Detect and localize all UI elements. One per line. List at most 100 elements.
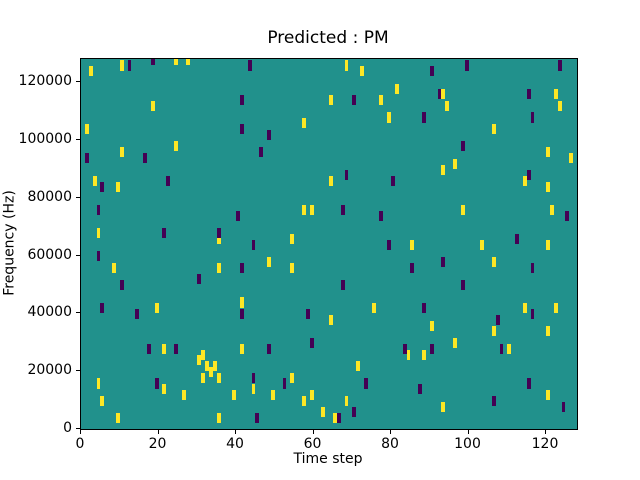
heatmap-cell-low — [429, 66, 434, 77]
heatmap-cell-high — [445, 100, 450, 112]
heatmap-cell-high — [394, 83, 399, 94]
heatmap-cell-high — [480, 239, 484, 250]
heatmap-cell-high — [290, 262, 295, 273]
heatmap-cell-low — [216, 228, 221, 239]
heatmap-cell-high — [162, 384, 167, 395]
heatmap-cell-low — [379, 210, 384, 221]
heatmap-cell-high — [301, 118, 306, 129]
heatmap-cell-high — [522, 303, 527, 314]
y-tick-label: 40000 — [27, 304, 72, 321]
heatmap-cell-low — [352, 95, 357, 106]
x-tick-label: 40 — [226, 436, 244, 452]
heatmap-cell-low — [526, 378, 531, 389]
heatmap-cell-low — [464, 60, 469, 71]
heatmap-cell-low — [309, 337, 314, 349]
heatmap-cell-high — [344, 60, 349, 71]
heatmap-cell-low — [259, 147, 264, 158]
heatmap-cell-low — [239, 124, 244, 135]
heatmap-cell-low — [146, 343, 151, 354]
heatmap-cell-high — [212, 361, 217, 372]
heatmap-cell-high — [309, 389, 314, 401]
heatmap-cell-low — [239, 95, 244, 106]
heatmap-cell-high — [270, 389, 275, 401]
y-tick-mark — [76, 196, 80, 198]
heatmap-cell-low — [387, 239, 391, 250]
heatmap-cell-low — [251, 239, 256, 250]
x-tick-mark — [235, 430, 236, 434]
heatmap-cell-low — [96, 251, 101, 262]
y-tick-mark — [76, 312, 80, 314]
heatmap-cell-high — [321, 407, 326, 418]
heatmap-cell-high — [232, 389, 236, 401]
heatmap-cell-low — [429, 343, 434, 354]
y-tick-mark — [76, 370, 80, 372]
heatmap-cell-high — [84, 124, 89, 135]
heatmap-cell-low — [561, 401, 566, 412]
heatmap-cell-low — [352, 407, 357, 418]
heatmap-cell-high — [429, 320, 434, 331]
heatmap-cell-low — [340, 280, 345, 291]
heatmap-cell-high — [216, 233, 221, 244]
heatmap-cell-high — [92, 176, 97, 187]
heatmap-cell-high — [329, 95, 333, 106]
heatmap-cell-high — [453, 158, 457, 169]
heatmap-cell-low — [495, 314, 500, 325]
heatmap-cell-high — [100, 395, 105, 406]
heatmap-cell-high — [344, 395, 349, 406]
heatmap-cell-low — [239, 309, 244, 320]
heatmap-cell-high — [546, 181, 550, 192]
heatmap-cell-low — [236, 210, 240, 221]
heatmap-cell-high — [205, 361, 209, 372]
heatmap-cell-high — [174, 59, 178, 65]
heatmap-cell-high — [239, 343, 244, 354]
heatmap-cell-high — [115, 413, 120, 424]
heatmap-cell-high — [441, 164, 446, 175]
heatmap-cell-low — [282, 378, 287, 389]
heatmap-cell-low — [197, 274, 202, 285]
heatmap-cell-high — [201, 349, 205, 360]
heatmap-cell-high — [557, 100, 562, 112]
y-tick-mark — [76, 254, 80, 256]
heatmap-cell-low — [255, 413, 260, 424]
heatmap-cell-high — [387, 112, 391, 123]
heatmap-cell-high — [329, 176, 333, 187]
heatmap-cell-low — [267, 343, 271, 354]
heatmap-cell-high — [154, 303, 159, 314]
heatmap-cell-high — [410, 239, 415, 250]
heatmap-cell-high — [553, 303, 558, 314]
heatmap-cell-low — [174, 343, 178, 354]
heatmap-cell-low — [499, 343, 504, 354]
heatmap-cell-high — [290, 372, 295, 383]
x-tick-mark — [467, 430, 469, 434]
heatmap-cell-low — [391, 176, 395, 187]
heatmap-cell-high — [301, 204, 306, 216]
heatmap-cell-high — [329, 314, 333, 325]
heatmap-cell-high — [460, 204, 465, 216]
heatmap-cell-high — [332, 413, 337, 424]
heatmap-cell-high — [356, 361, 360, 372]
heatmap-cell-high — [119, 147, 124, 158]
y-tick-label: 80000 — [27, 188, 72, 205]
x-tick-mark — [545, 430, 546, 434]
heatmap-cell-high — [96, 228, 101, 239]
heatmap-cell-low — [96, 204, 101, 216]
heatmap-cell-low — [530, 112, 535, 123]
y-tick-mark — [76, 138, 80, 140]
heatmap-cell-high — [546, 147, 550, 158]
y-tick-label: 0 — [63, 420, 72, 436]
heatmap-cell-high — [208, 366, 213, 377]
heatmap-cell-low — [515, 233, 519, 244]
heatmap-cell-low — [239, 262, 244, 273]
heatmap-cell-high — [491, 124, 496, 135]
heatmap-cell-high — [216, 413, 221, 424]
heatmap-cell-high — [507, 343, 512, 354]
heatmap-cell-low — [530, 262, 535, 273]
x-tick-mark — [390, 430, 391, 434]
heatmap-cell-high — [88, 66, 93, 77]
heatmap-cell-low — [119, 280, 124, 291]
heatmap-cell-low — [491, 395, 496, 406]
heatmap-cell-high — [491, 257, 496, 268]
heatmap-cell-low — [166, 176, 171, 187]
heatmap-cell-high — [239, 297, 244, 308]
